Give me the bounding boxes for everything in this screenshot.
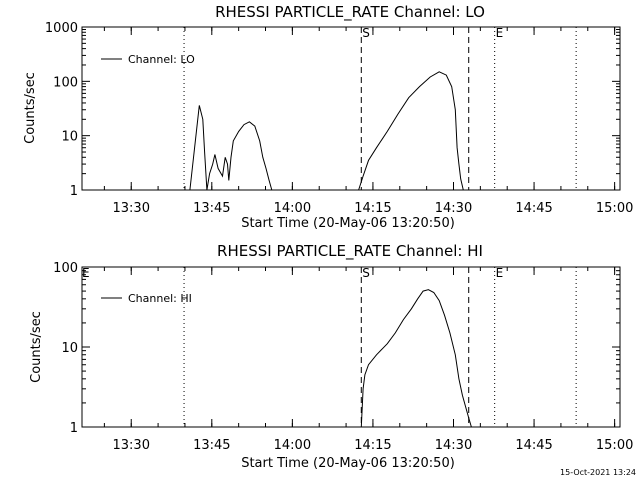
legend-entry: Channel: HI: [128, 292, 192, 305]
x-axis-label: Start Time (20-May-06 13:20:50): [241, 216, 455, 231]
x-tick-label: 14:45: [515, 201, 552, 216]
extra-marker-label: E: [82, 266, 90, 280]
y-tick-label: 10: [61, 341, 78, 356]
y-tick-label: 10: [61, 130, 78, 145]
x-tick-label: 13:30: [113, 438, 150, 453]
y-tick-label: 1: [70, 184, 78, 199]
y-axis-label: Counts/sec: [23, 72, 38, 144]
x-tick-label: 15:00: [596, 438, 633, 453]
x-tick-label: 14:15: [354, 201, 391, 216]
legend-entry: Channel: LO: [128, 53, 195, 66]
footer-timestamp: 15-Oct-2021 13:24: [560, 468, 636, 477]
x-tick-label: 14:30: [435, 438, 472, 453]
x-tick-label: 13:30: [113, 201, 150, 216]
y-tick-label: 100: [53, 261, 78, 276]
x-tick-label: 14:00: [274, 201, 311, 216]
y-tick-label: 1000: [45, 21, 78, 36]
series-line: [358, 71, 464, 191]
x-axis-label: Start Time (20-May-06 13:20:50): [241, 456, 455, 471]
y-axis-label: Counts/sec: [29, 311, 44, 383]
chart-title: RHESSI PARTICLE_RATE Channel: LO: [215, 3, 485, 22]
marker-label: S: [362, 26, 370, 40]
x-tick-label: 13:45: [193, 438, 230, 453]
series-line: [360, 289, 472, 428]
y-tick-label: 1: [70, 421, 78, 436]
x-tick-label: 13:45: [193, 201, 230, 216]
x-tick-label: 15:00: [596, 201, 633, 216]
chart-panel-hi: RHESSI PARTICLE_RATE Channel: HI Start T…: [29, 242, 633, 471]
chart-title: RHESSI PARTICLE_RATE Channel: HI: [217, 242, 483, 261]
marker-label: S: [362, 266, 370, 280]
marker-label: E: [496, 26, 504, 40]
x-tick-label: 14:15: [354, 438, 391, 453]
x-tick-label: 14:30: [435, 201, 472, 216]
plot-frame: [81, 266, 621, 428]
x-tick-label: 14:45: [515, 438, 552, 453]
series-line: [189, 105, 273, 191]
plot-frame: [81, 26, 621, 191]
x-tick-label: 14:00: [274, 438, 311, 453]
y-tick-label: 100: [53, 75, 78, 90]
marker-label: E: [496, 266, 504, 280]
chart-panel-lo: RHESSI PARTICLE_RATE Channel: LO Start T…: [23, 3, 633, 231]
